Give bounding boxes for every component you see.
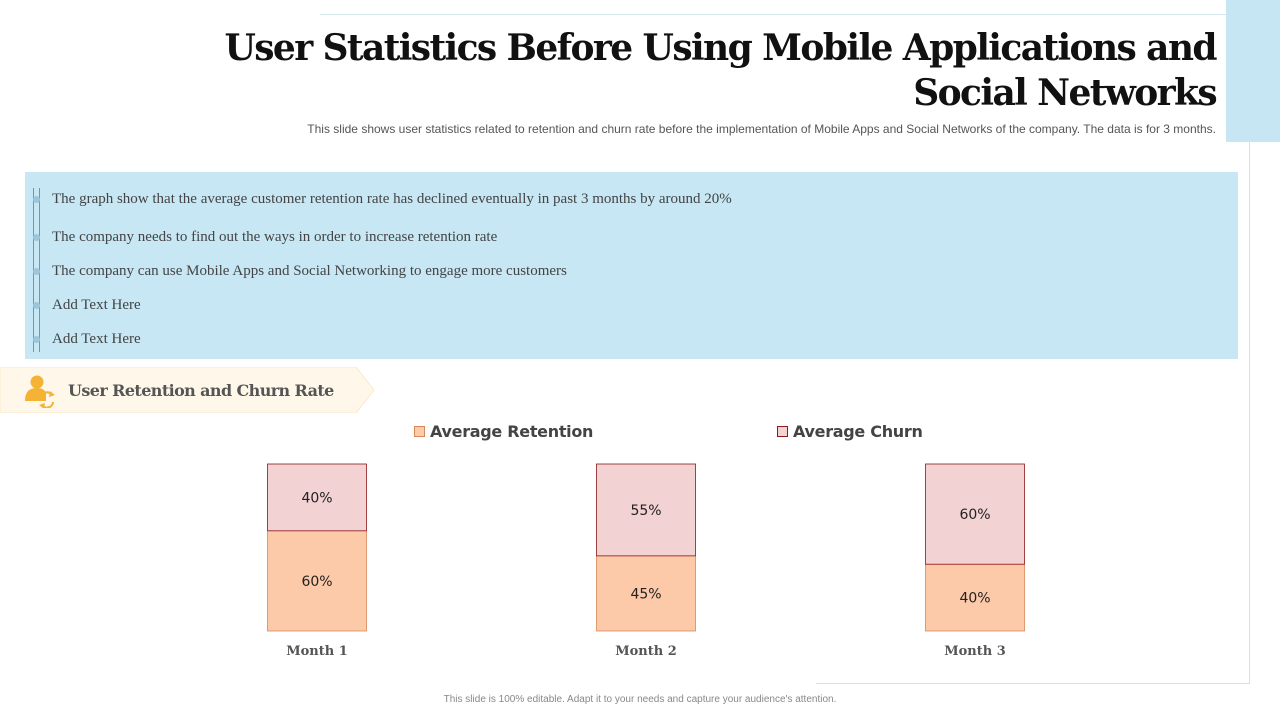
section-tab-shape: [0, 367, 374, 413]
bullet-item-3: The company can use Mobile Apps and Soci…: [52, 263, 567, 279]
bullet-dot: [33, 268, 40, 275]
info-box: [25, 172, 1238, 359]
data-label-retention-month-2: 45%: [630, 586, 661, 602]
legend-label-churn: Average Churn: [793, 421, 923, 441]
page-title-line-2: Social Networks: [913, 72, 1217, 114]
page-subtitle: This slide shows user statistics related…: [307, 122, 1216, 136]
x-tick-label-month-3: Month 3: [944, 644, 1006, 659]
section-header: [0, 367, 374, 413]
decorative-top-line: [320, 14, 1226, 15]
bullet-dot: [33, 196, 40, 203]
bullet-item-4: Add Text Here: [52, 297, 141, 313]
legend-swatch-retention: [414, 425, 425, 437]
legend-churn: Average Churn: [777, 421, 923, 441]
x-tick-label-month-1: Month 1: [286, 644, 348, 659]
footer-note: This slide is 100% editable. Adapt it to…: [443, 694, 837, 705]
legend-swatch-churn: [777, 425, 788, 437]
section-title: User Retention and Churn Rate: [68, 381, 334, 400]
page-title: User Statistics Before Using Mobile Appl…: [116, 26, 1217, 116]
decorative-corner-block: [1226, 0, 1280, 142]
bullet-dot: [33, 234, 40, 241]
bar-retention-month-1: [267, 530, 367, 632]
data-label-retention-month-1: 60%: [301, 574, 332, 590]
bar-retention-month-3: [925, 563, 1025, 632]
bar-churn-month-3: [925, 463, 1025, 565]
legend-retention: Average Retention: [414, 421, 593, 441]
data-label-churn-month-1: 40%: [301, 490, 332, 506]
legend-label-retention: Average Retention: [430, 421, 594, 441]
page-title-line-1: User Statistics Before Using Mobile Appl…: [224, 27, 1217, 69]
bar-churn-month-2: [596, 463, 696, 557]
decorative-frame: [816, 142, 1250, 684]
bullet-item-1: The graph show that the average customer…: [52, 191, 732, 207]
user-refresh-icon: [25, 375, 55, 408]
bar-retention-month-2: [596, 555, 696, 632]
data-label-churn-month-3: 60%: [959, 507, 990, 523]
bullet-item-2: The company needs to find out the ways i…: [52, 229, 498, 245]
bullet-dot: [33, 336, 40, 343]
bullet-dot: [33, 302, 40, 309]
data-label-retention-month-3: 40%: [959, 591, 990, 607]
bar-churn-month-1: [267, 463, 367, 532]
data-label-churn-month-2: 55%: [630, 503, 661, 519]
x-tick-label-month-2: Month 2: [615, 644, 677, 659]
bullet-item-5: Add Text Here: [52, 331, 141, 347]
